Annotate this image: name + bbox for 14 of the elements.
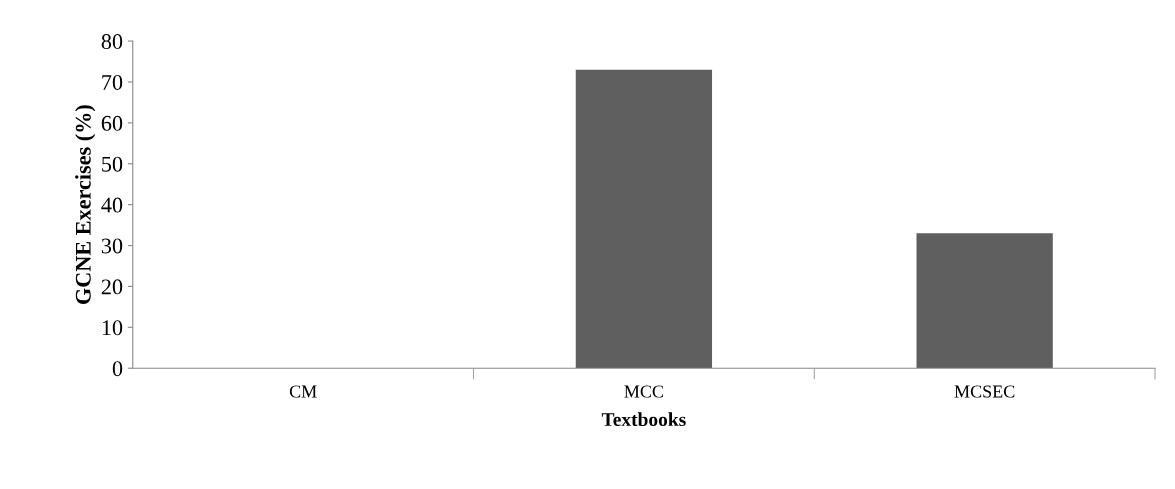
y-tick-label: 20 [101, 279, 123, 295]
y-tick-label: 40 [101, 197, 123, 213]
x-axis-title: Textbooks [601, 412, 686, 427]
y-tick-label: 80 [101, 34, 123, 49]
y-tick-label: 70 [102, 74, 123, 90]
x-tick-label: MCC [624, 385, 663, 398]
y-tick-label: 60 [101, 115, 123, 131]
y-tick-label: 0 [112, 361, 123, 377]
y-tick-label: 30 [101, 238, 123, 254]
x-tick-label: CM [289, 385, 317, 398]
y-tick-label: 10 [102, 320, 123, 336]
x-tick-label: MCSEC [954, 385, 1015, 398]
y-axis-title: GCNE Exercises (%) [75, 105, 96, 304]
y-tick-label: 50 [102, 156, 123, 172]
